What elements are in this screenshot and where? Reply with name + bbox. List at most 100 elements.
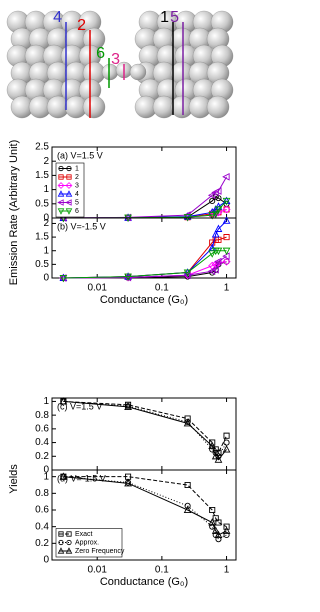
data-point [211,265,219,274]
atom [129,63,147,81]
legend-marker [65,208,73,215]
legend-label: 2 [75,174,79,181]
series-line [63,476,227,536]
molecule-label: 5 [170,9,179,26]
legend-marker [58,165,64,172]
data-point [222,172,230,181]
data-point [223,439,230,446]
data-point [222,247,231,256]
data-point [222,526,231,534]
data-point [222,197,231,206]
data-point [208,250,217,258]
y-tick-label: 1 [43,184,49,195]
molecule-label: 6 [96,45,105,62]
legend-marker [65,190,73,197]
series-line [63,250,227,279]
data-point [223,532,230,538]
legend-box [55,162,85,218]
y-tick-label: 0.2 [35,538,49,549]
data-point [215,536,222,543]
x-tick-label: 0.1 [155,565,169,576]
x-tick-label: 0.01 [87,565,107,576]
y-axis-label: Emission Rate (Arbitrary Unit) [8,140,20,285]
data-point [207,191,216,200]
plot-frame [51,217,237,279]
data-point [125,479,132,486]
data-point [208,441,217,450]
legend-marker [57,199,64,206]
legend-label: 5 [75,199,79,206]
data-point [222,205,231,214]
x-tick-label: 0.01 [87,283,107,294]
legend-label: Approx. [75,539,99,546]
y-tick-label: 0.4 [35,521,49,532]
legend-marker [66,165,72,172]
panel-annotation: (b) V=-1.5 V [57,221,106,231]
data-point [215,519,222,526]
y-tick-label: 1 [43,245,49,256]
y-tick-label: 1.5 [35,170,49,181]
legend-marker [57,547,65,554]
legend-label: Zero Frequency [75,548,125,555]
data-point [212,515,219,522]
data-point [222,257,231,266]
y-tick-label: 0.8 [35,410,49,421]
legend-label: Exact [75,531,93,538]
molecule-label: 4 [53,9,62,26]
panel-annotation: (c) V=1.5 V [57,401,102,411]
data-point [59,397,68,405]
y-tick-label: 1.5 [35,232,49,243]
series-line [63,255,227,279]
legend-label: 3 [75,182,79,189]
data-point [211,230,220,238]
y-tick-label: 0 [43,465,49,476]
legend-marker [66,539,72,546]
data-point [183,419,192,427]
legend-marker [58,539,64,546]
x-tick-label: 1 [224,565,230,576]
data-point [183,271,191,280]
y-tick-label: 0 [43,273,49,284]
data-point [214,247,223,256]
data-point [59,472,68,480]
data-point [222,252,230,261]
legend-label: 6 [75,208,79,215]
series-line [63,476,227,528]
y-tick-label: 0.6 [35,505,49,516]
y-tick-label: 2 [43,156,49,167]
data-point [209,446,216,453]
x-tick-label: 1 [224,283,230,294]
data-point [124,273,132,281]
legend-marker [57,182,65,189]
data-point [223,523,230,530]
data-point [214,455,223,463]
y-tick-label: 1 [43,471,49,482]
plot-frame [51,469,237,561]
data-point [212,193,219,200]
data-point [214,257,222,266]
y-tick-label: 0.4 [35,437,49,448]
data-point [59,274,68,283]
legend-label: 1 [75,165,79,172]
molecule-label: 2 [77,17,86,34]
x-axis-label: Conductance (G₀) [100,576,188,588]
data-point [211,526,220,534]
data-point [125,403,132,410]
series-line [63,176,227,219]
data-point [184,481,191,489]
x-axis-label: Conductance (G₀) [100,294,188,306]
data-point [223,234,230,241]
legend-marker [65,199,72,206]
data-point [214,206,223,214]
data-point [208,518,217,526]
data-point [124,402,132,410]
data-point [209,523,216,530]
atom [206,95,230,119]
data-point [214,187,222,195]
legend-marker [66,174,72,180]
legend-marker [58,174,64,180]
data-point [214,224,223,232]
data-point [215,195,222,202]
legend-marker [57,190,65,197]
